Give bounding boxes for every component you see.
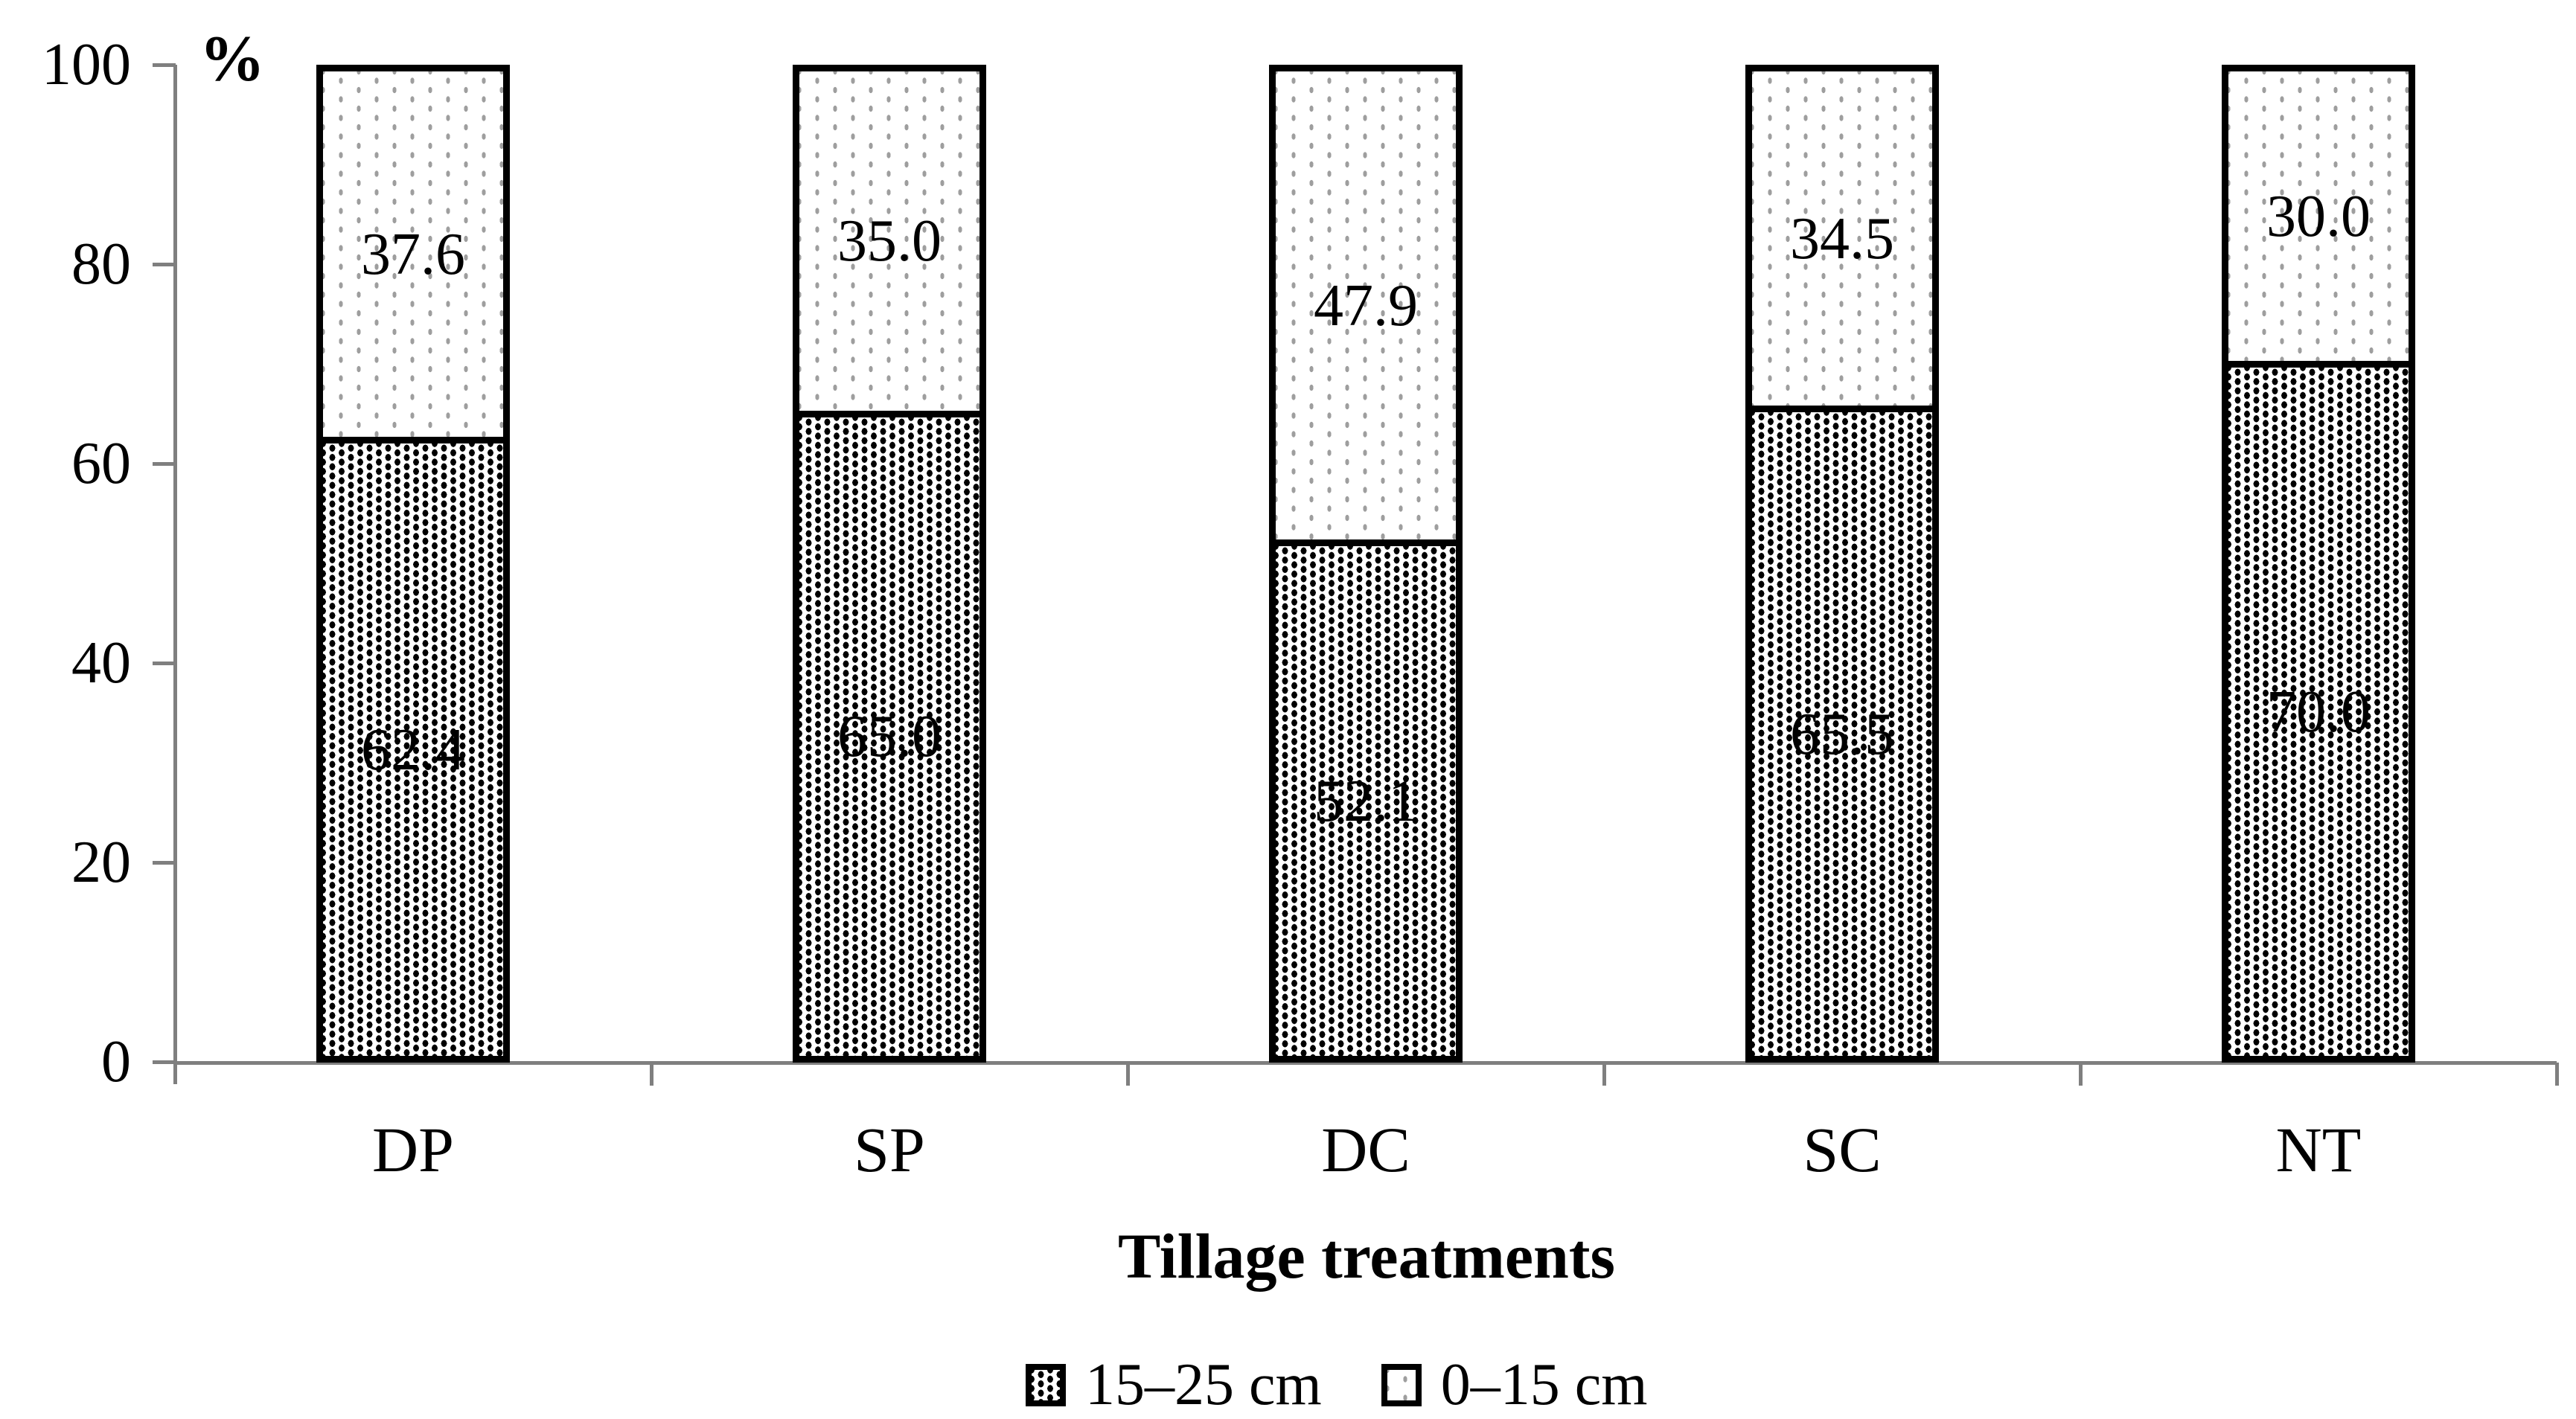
x-tick bbox=[2078, 1063, 2083, 1086]
value-label: 70.0 bbox=[2266, 679, 2371, 745]
y-tick-20 bbox=[153, 860, 176, 865]
bar-group-dc: 47.9 52.1 bbox=[1269, 65, 1463, 1063]
segment-divider bbox=[1269, 539, 1463, 546]
y-axis-line bbox=[173, 65, 177, 1084]
bar-segment-15-25cm: 65.0 bbox=[793, 417, 986, 1063]
y-axis-label: 20 bbox=[71, 830, 131, 895]
bar-segment-15-25cm: 65.5 bbox=[1745, 412, 1939, 1063]
x-tick bbox=[1602, 1063, 1606, 1086]
bar-group-nt: 30.0 70.0 bbox=[2222, 65, 2415, 1063]
y-axis-label: 40 bbox=[71, 630, 131, 696]
value-label: 30.0 bbox=[2266, 183, 2371, 249]
value-label: 37.6 bbox=[361, 221, 465, 287]
segment-divider bbox=[1745, 406, 1939, 412]
segment-divider bbox=[316, 437, 510, 443]
legend-entry-15-25cm: 15–25 cm bbox=[1026, 1351, 1322, 1418]
segment-divider bbox=[793, 411, 986, 417]
category-label-dp: DP bbox=[372, 1114, 454, 1185]
y-axis-label: 80 bbox=[71, 231, 131, 297]
y-tick-80 bbox=[153, 262, 176, 266]
bar-group-sp: 35.0 65.0 bbox=[793, 65, 986, 1063]
bar-segment-15-25cm: 62.4 bbox=[316, 443, 510, 1063]
x-tick bbox=[649, 1063, 653, 1086]
bar-segment-0-15cm: 30.0 bbox=[2222, 65, 2415, 361]
legend-label: 0–15 cm bbox=[1440, 1352, 1648, 1418]
y-axis-label: 0 bbox=[101, 1029, 131, 1095]
value-label: 52.1 bbox=[1314, 768, 1418, 834]
x-axis-line bbox=[175, 1061, 2557, 1065]
legend: 15–25 cm 0–15 cm bbox=[1026, 1351, 1647, 1418]
bar-segment-0-15cm: 37.6 bbox=[316, 65, 510, 437]
category-label-dc: DC bbox=[1321, 1114, 1410, 1185]
value-label: 47.9 bbox=[1314, 272, 1418, 339]
value-label: 65.5 bbox=[1790, 701, 1894, 767]
category-label-sp: SP bbox=[854, 1114, 925, 1185]
bar-segment-15-25cm: 70.0 bbox=[2222, 368, 2415, 1063]
legend-swatch-light-dots-icon bbox=[1381, 1363, 1422, 1406]
category-label-sc: SC bbox=[1803, 1114, 1882, 1185]
y-tick-0 bbox=[153, 1060, 176, 1064]
legend-swatch-dense-dots-icon bbox=[1026, 1363, 1066, 1406]
bar-segment-0-15cm: 47.9 bbox=[1269, 65, 1463, 539]
y-axis-label: 60 bbox=[71, 431, 131, 496]
x-tick bbox=[2554, 1063, 2559, 1086]
value-label: 34.5 bbox=[1790, 205, 1894, 272]
bar-segment-0-15cm: 35.0 bbox=[793, 65, 986, 411]
x-tick bbox=[1125, 1063, 1130, 1086]
value-label: 65.0 bbox=[837, 704, 942, 769]
y-tick-100 bbox=[153, 63, 176, 67]
segment-divider bbox=[2222, 361, 2415, 368]
y-tick-60 bbox=[153, 461, 176, 466]
bar-group-sc: 34.5 65.5 bbox=[1745, 65, 1939, 1063]
y-axis-unit-label: % bbox=[199, 23, 265, 95]
y-axis-label: 100 bbox=[42, 32, 131, 97]
x-axis-title: Tillage treatments bbox=[1118, 1220, 1615, 1292]
category-label-nt: NT bbox=[2275, 1114, 2362, 1185]
legend-entry-0-15cm: 0–15 cm bbox=[1381, 1351, 1648, 1418]
y-tick-40 bbox=[153, 661, 176, 665]
value-label: 62.4 bbox=[361, 717, 465, 783]
bar-group-dp: 37.6 62.4 bbox=[316, 65, 510, 1063]
legend-label: 15–25 cm bbox=[1085, 1352, 1322, 1418]
bar-segment-0-15cm: 34.5 bbox=[1745, 65, 1939, 406]
bar-segment-15-25cm: 52.1 bbox=[1269, 546, 1463, 1063]
value-label: 35.0 bbox=[837, 208, 942, 274]
